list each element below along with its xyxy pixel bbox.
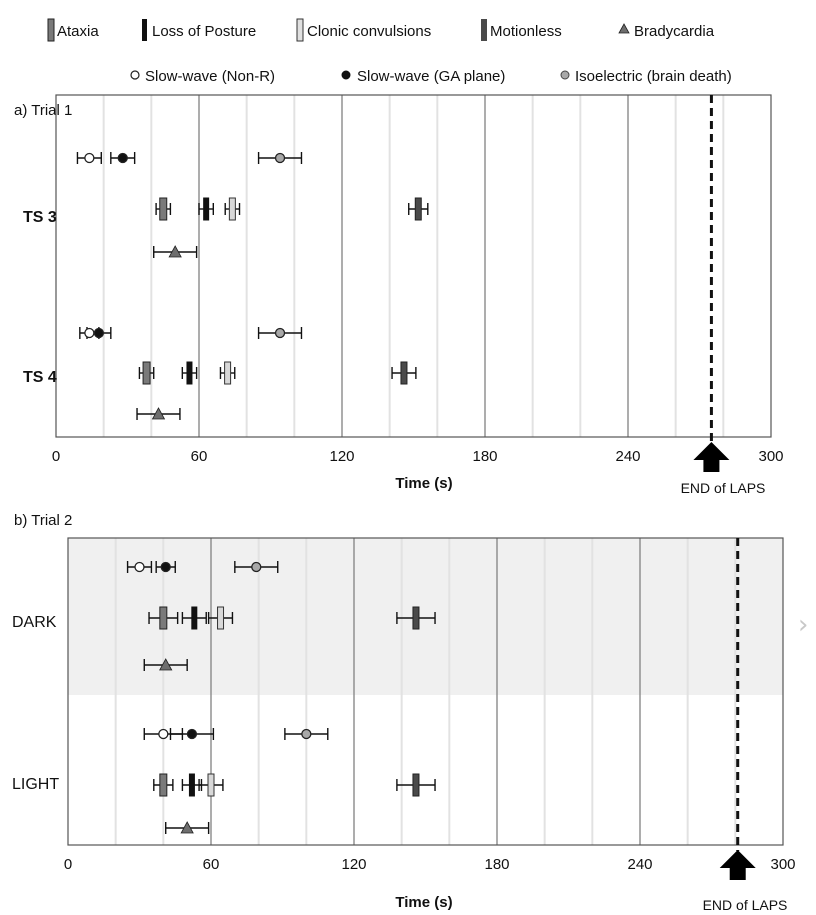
marker-sw_ga	[117, 152, 128, 164]
marker-clonic	[217, 606, 225, 630]
panel-a-title: a) Trial 1	[14, 102, 72, 119]
legend-label-bradycardia: Bradycardia	[634, 23, 715, 40]
panel-b-xtick-label: 120	[341, 856, 366, 873]
marker-ataxia	[142, 361, 151, 385]
marker-ataxia	[159, 197, 168, 221]
legend-label-motionless: Motionless	[490, 23, 562, 40]
legend-swatch-ataxia	[47, 18, 55, 42]
marker-brady	[168, 245, 182, 258]
panel-b-xtick-label: 0	[64, 856, 72, 873]
marker-motionless	[414, 197, 422, 221]
panel-b-xtick-label: 180	[484, 856, 509, 873]
panel-a-xtick-label: 120	[329, 448, 354, 465]
marker-sw_nonr	[84, 152, 95, 164]
marker-brady	[180, 821, 194, 834]
marker-brady	[151, 407, 166, 420]
panel-b-group-label: DARK	[12, 614, 57, 631]
panel-b-xtick-label: 60	[203, 856, 220, 873]
legend: Ataxia Loss of Posture Clonic convulsion…	[47, 18, 732, 85]
panel-a-group-label: TS 4	[23, 369, 57, 386]
panel-b-title: b) Trial 2	[14, 512, 72, 529]
panel-b-end-arrow-icon	[719, 850, 756, 880]
marker-brady	[159, 658, 173, 671]
marker-lop	[191, 606, 198, 630]
marker-ataxia	[159, 606, 168, 630]
legend-swatch-loss-of-posture	[142, 19, 147, 41]
marker-motionless	[412, 606, 420, 630]
marker-sw_nonr	[134, 561, 145, 573]
marker-sw_ga	[93, 327, 105, 339]
panel-a-plot	[55, 94, 772, 472]
panel-b-plot	[67, 537, 784, 880]
legend-label-ataxia: Ataxia	[57, 23, 99, 40]
legend-label-clonic-convulsions: Clonic convulsions	[307, 23, 431, 40]
chevron-right-icon[interactable]: ›	[798, 610, 809, 640]
legend-item-clonic-convulsions: Clonic convulsions	[296, 18, 431, 42]
marker-motionless	[400, 361, 408, 385]
panel-b-xtick-label: 300	[770, 856, 795, 873]
panel-b-xtick-label: 240	[627, 856, 652, 873]
legend-swatch-isoelectric	[560, 70, 570, 80]
marker-iso	[274, 327, 286, 339]
marker-iso	[274, 152, 286, 164]
marker-lop	[188, 773, 195, 797]
marker-clonic	[224, 361, 232, 385]
panel-a-x-ticks: 0 60 120 180 240 300	[52, 448, 784, 465]
panel-a-xtick-label: 60	[191, 448, 208, 465]
marker-iso	[251, 561, 262, 573]
marker-clonic	[207, 773, 215, 797]
panel-a-xtick-label: 180	[472, 448, 497, 465]
legend-swatch-clonic-convulsions	[296, 18, 304, 42]
legend-item-motionless: Motionless	[481, 19, 562, 41]
legend-item-ataxia: Ataxia	[47, 18, 99, 42]
panel-b-x-axis-title: Time (s)	[395, 894, 452, 911]
legend-item-bradycardia: Bradycardia	[618, 23, 715, 40]
panel-a-xtick-label: 240	[615, 448, 640, 465]
legend-swatch-bradycardia	[618, 23, 630, 34]
legend-label-slow-wave-non-r: Slow-wave (Non-R)	[145, 68, 275, 85]
marker-ataxia	[159, 773, 168, 797]
marker-sw_nonr	[158, 728, 169, 740]
marker-sw_nonr	[84, 327, 95, 339]
panel-a-plot-frame	[55, 94, 772, 438]
panel-a-x-axis-title: Time (s)	[395, 475, 452, 492]
legend-item-isoelectric: Isoelectric (brain death)	[560, 68, 732, 85]
marker-motionless	[412, 773, 420, 797]
legend-swatch-slow-wave-non-r	[130, 70, 140, 80]
legend-label-slow-wave-ga: Slow-wave (GA plane)	[357, 68, 505, 85]
panel-b-group-label: LIGHT	[12, 776, 59, 793]
marker-clonic	[228, 197, 236, 221]
legend-swatch-motionless	[481, 19, 487, 41]
marker-sw_ga	[160, 561, 171, 573]
panel-a-xtick-label: 300	[758, 448, 783, 465]
panel-a-end-label: END of LAPS	[681, 480, 766, 496]
legend-label-isoelectric: Isoelectric (brain death)	[575, 68, 732, 85]
panel-b-x-ticks: 0 60 120 180 240 300	[64, 856, 796, 873]
legend-item-slow-wave-ga: Slow-wave (GA plane)	[341, 68, 505, 85]
legend-item-loss-of-posture: Loss of Posture	[142, 19, 256, 41]
panel-b-end-label: END of LAPS	[703, 897, 788, 913]
panel-a-xtick-label: 0	[52, 448, 60, 465]
legend-swatch-slow-wave-ga	[341, 70, 351, 80]
marker-lop	[203, 197, 210, 221]
panel-a-end-arrow-icon	[693, 442, 730, 472]
panel-b-plot-frame	[67, 537, 784, 846]
panel-a-group-label: TS 3	[23, 209, 57, 226]
legend-label-loss-of-posture: Loss of Posture	[152, 23, 256, 40]
marker-sw_ga	[186, 728, 198, 740]
marker-iso	[301, 728, 312, 740]
marker-lop	[186, 361, 193, 385]
legend-item-slow-wave-non-r: Slow-wave (Non-R)	[130, 68, 275, 85]
